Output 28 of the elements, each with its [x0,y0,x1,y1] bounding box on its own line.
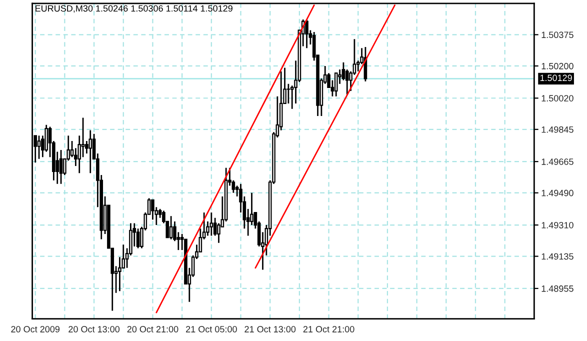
y-tick-label: 1.50020 [542,95,574,102]
candlestick [286,83,290,104]
candlestick [37,134,41,160]
candlestick [81,117,85,158]
candlestick [59,149,63,185]
y-tick-label: 1.49490 [542,190,574,196]
ref-line-label: 1.50129 [540,74,572,82]
y-tick-label: 1.49135 [542,253,574,260]
x-tick-label: 21 Oct 05:00 [186,326,237,332]
chart-title: EURUSD,M30 1.50246 1.50306 1.50114 1.50129 [36,5,232,13]
candlestick [118,256,122,292]
y-tick-label: 1.49845 [542,126,574,133]
x-tick-label: 21 Oct 21:00 [303,326,354,332]
candlestick [334,72,338,98]
x-tick-label: 20 Oct 21:00 [127,326,178,332]
candlestick [88,130,92,174]
x-tick-label: 20 Oct 2009 [11,326,60,332]
y-tick-label: 1.49665 [542,158,574,165]
candlestick [305,18,308,49]
candlestick [169,215,173,240]
y-tick-label: 1.50375 [542,32,574,38]
candlestick [217,222,220,244]
x-tick-label: 21 Oct 13:00 [244,326,296,332]
y-tick-label: 1.50200 [542,62,574,70]
y-tick-label: 1.48955 [542,285,574,292]
y-tick-label: 1.49310 [542,222,574,228]
x-tick-label: 20 Oct 13:00 [68,326,120,332]
candlestick [210,212,214,236]
